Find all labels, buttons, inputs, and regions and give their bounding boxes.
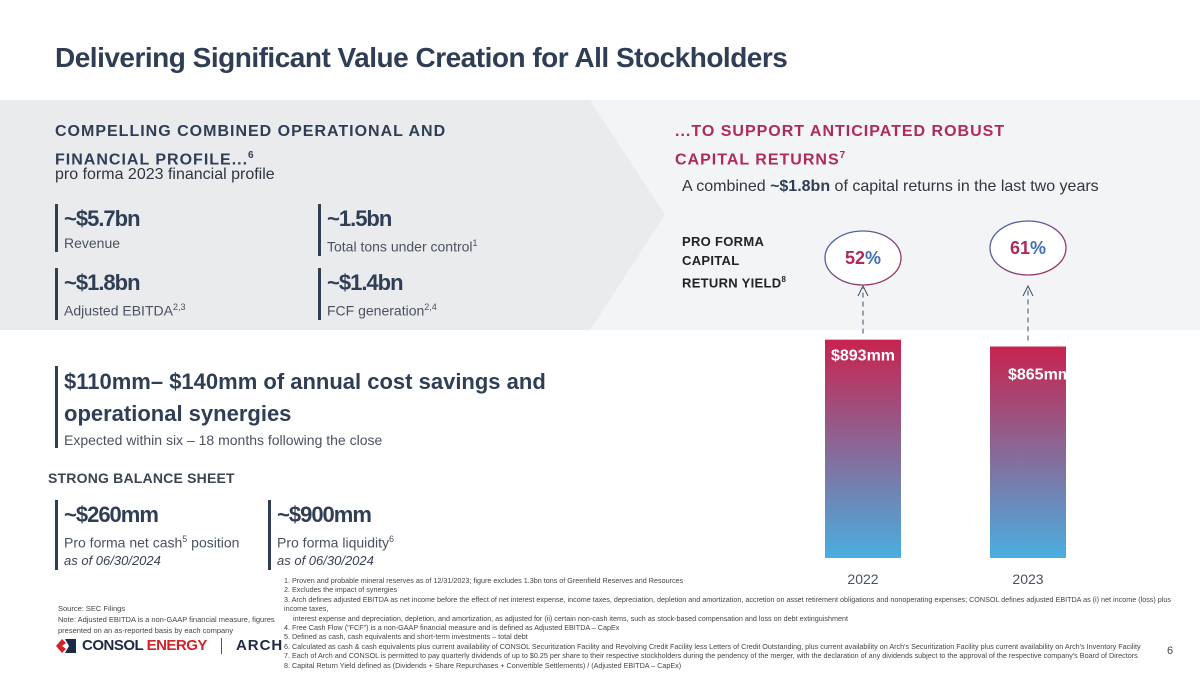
source-note: Source: SEC Filings Note: Adjusted EBITD… (58, 604, 275, 635)
balance-sheet-heading: STRONG BALANCE SHEET (48, 470, 235, 486)
consol-energy-logo: CONSOL ENERGY (82, 637, 207, 654)
logo-divider (220, 637, 222, 654)
metric-tons: ~1.5bn Total tons under control1 (318, 204, 478, 256)
arrow-up-icon (1022, 284, 1034, 297)
yield-bubble (824, 230, 902, 286)
arch-logo: ARCH (235, 637, 284, 654)
capital-return-yield-label: PRO FORMA CAPITAL RETURN YIELD8 (682, 234, 787, 291)
metric-net-cash: ~$260mm Pro forma net cash5 position as … (55, 500, 239, 570)
left-section-subheading: pro forma 2023 financial profile (55, 166, 275, 183)
page-title: Delivering Significant Value Creation fo… (55, 42, 788, 73)
left-section-heading: COMPELLING COMBINED OPERATIONAL AND FINA… (55, 123, 447, 169)
metric-liquidity: ~$900mm Pro forma liquidity6 as of 06/30… (268, 500, 394, 570)
company-logos: CONSOL ENERGY ARCH (56, 637, 283, 654)
metric-ebitda: ~$1.8bn Adjusted EBITDA2,3 (55, 268, 185, 320)
page-number: 6 (1167, 645, 1174, 657)
consol-logo-mark-icon (56, 638, 76, 653)
bar-2023 (990, 346, 1066, 558)
metric-fcf: ~$1.4bn FCF generation2,4 (318, 268, 437, 320)
synergies-block: $110mm– $140mm of annual cost savings an… (55, 366, 575, 448)
x-tick-label: 2022 (847, 571, 878, 587)
yield-value: 52% (845, 248, 881, 268)
x-tick-label: 2023 (1012, 571, 1043, 587)
capital-returns-chart: $893mm 2022 52% $865mm 2023 61% (824, 220, 1072, 587)
grey-band-arrow (0, 100, 1200, 330)
bar-value-label: $893mm (831, 348, 895, 365)
bar-value-label: $865mm (1008, 367, 1072, 384)
yield-bubble (989, 220, 1067, 276)
yield-value: 61% (1010, 238, 1046, 258)
metric-revenue: ~$5.7bn Revenue (55, 204, 141, 252)
capital-returns-summary: A combined ~$1.8bn of capital returns in… (682, 178, 1099, 195)
arrow-up-icon (857, 284, 869, 297)
bar-2022 (825, 339, 901, 558)
right-section-heading: ...TO SUPPORT ANTICIPATED ROBUST CAPITAL… (675, 123, 1006, 169)
footnotes: 1. Proven and probable mineral reserves … (284, 576, 1171, 670)
